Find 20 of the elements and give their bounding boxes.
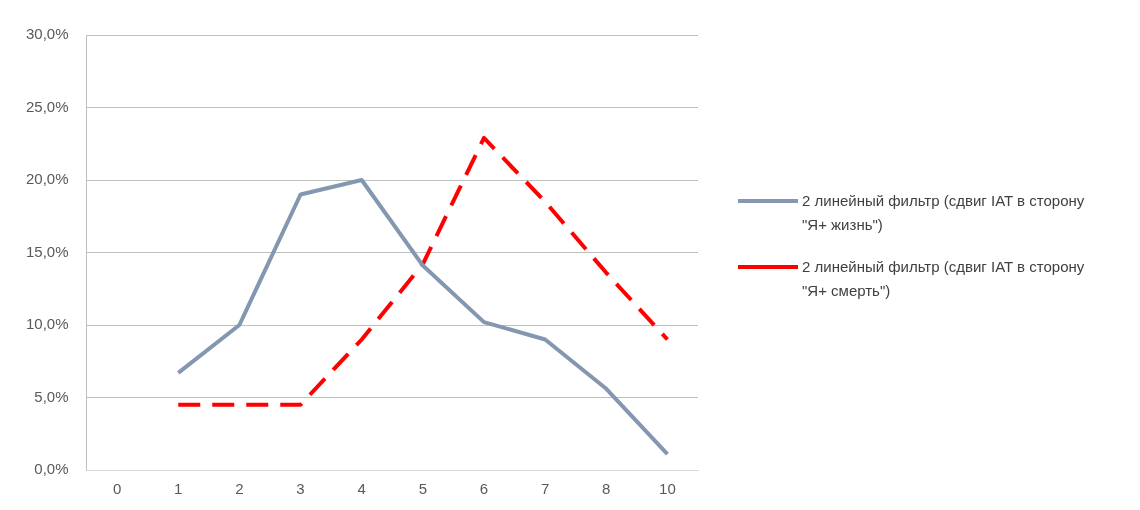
x-tick-label: 5 bbox=[418, 480, 428, 498]
x-tick-label: 7 bbox=[540, 480, 550, 498]
x-tick-label: 4 bbox=[357, 480, 366, 498]
y-tick-label: 10,0% bbox=[25, 315, 69, 333]
legend-label: 2 линейный фильтр (сдвиг IAT в сторону "Я+ жизнь") bbox=[802, 191, 1086, 235]
x-tick-label: 2 bbox=[235, 480, 244, 498]
x-tick-label: 6 bbox=[479, 480, 489, 498]
y-tick-label: 20,0% bbox=[25, 170, 69, 188]
x-tick-label: 1 bbox=[174, 480, 183, 498]
x-tick-label: 10 bbox=[659, 480, 676, 498]
line-series bbox=[176, 135, 670, 407]
y-tick-label: 25,0% bbox=[25, 97, 69, 115]
x-tick-label: 3 bbox=[296, 480, 305, 498]
x-tick-label: 0 bbox=[112, 480, 122, 498]
y-tick-label: 15,0% bbox=[25, 242, 69, 260]
y-tick-label: 0,0% bbox=[34, 460, 69, 478]
y-tick-label: 30,0% bbox=[25, 25, 69, 43]
y-tick-label: 5,0% bbox=[34, 387, 69, 405]
x-tick-label: 8 bbox=[602, 480, 611, 498]
legend-label: 2 линейный фильтр (сдвиг IAT в сторону "Я+ смерть") bbox=[802, 257, 1086, 301]
